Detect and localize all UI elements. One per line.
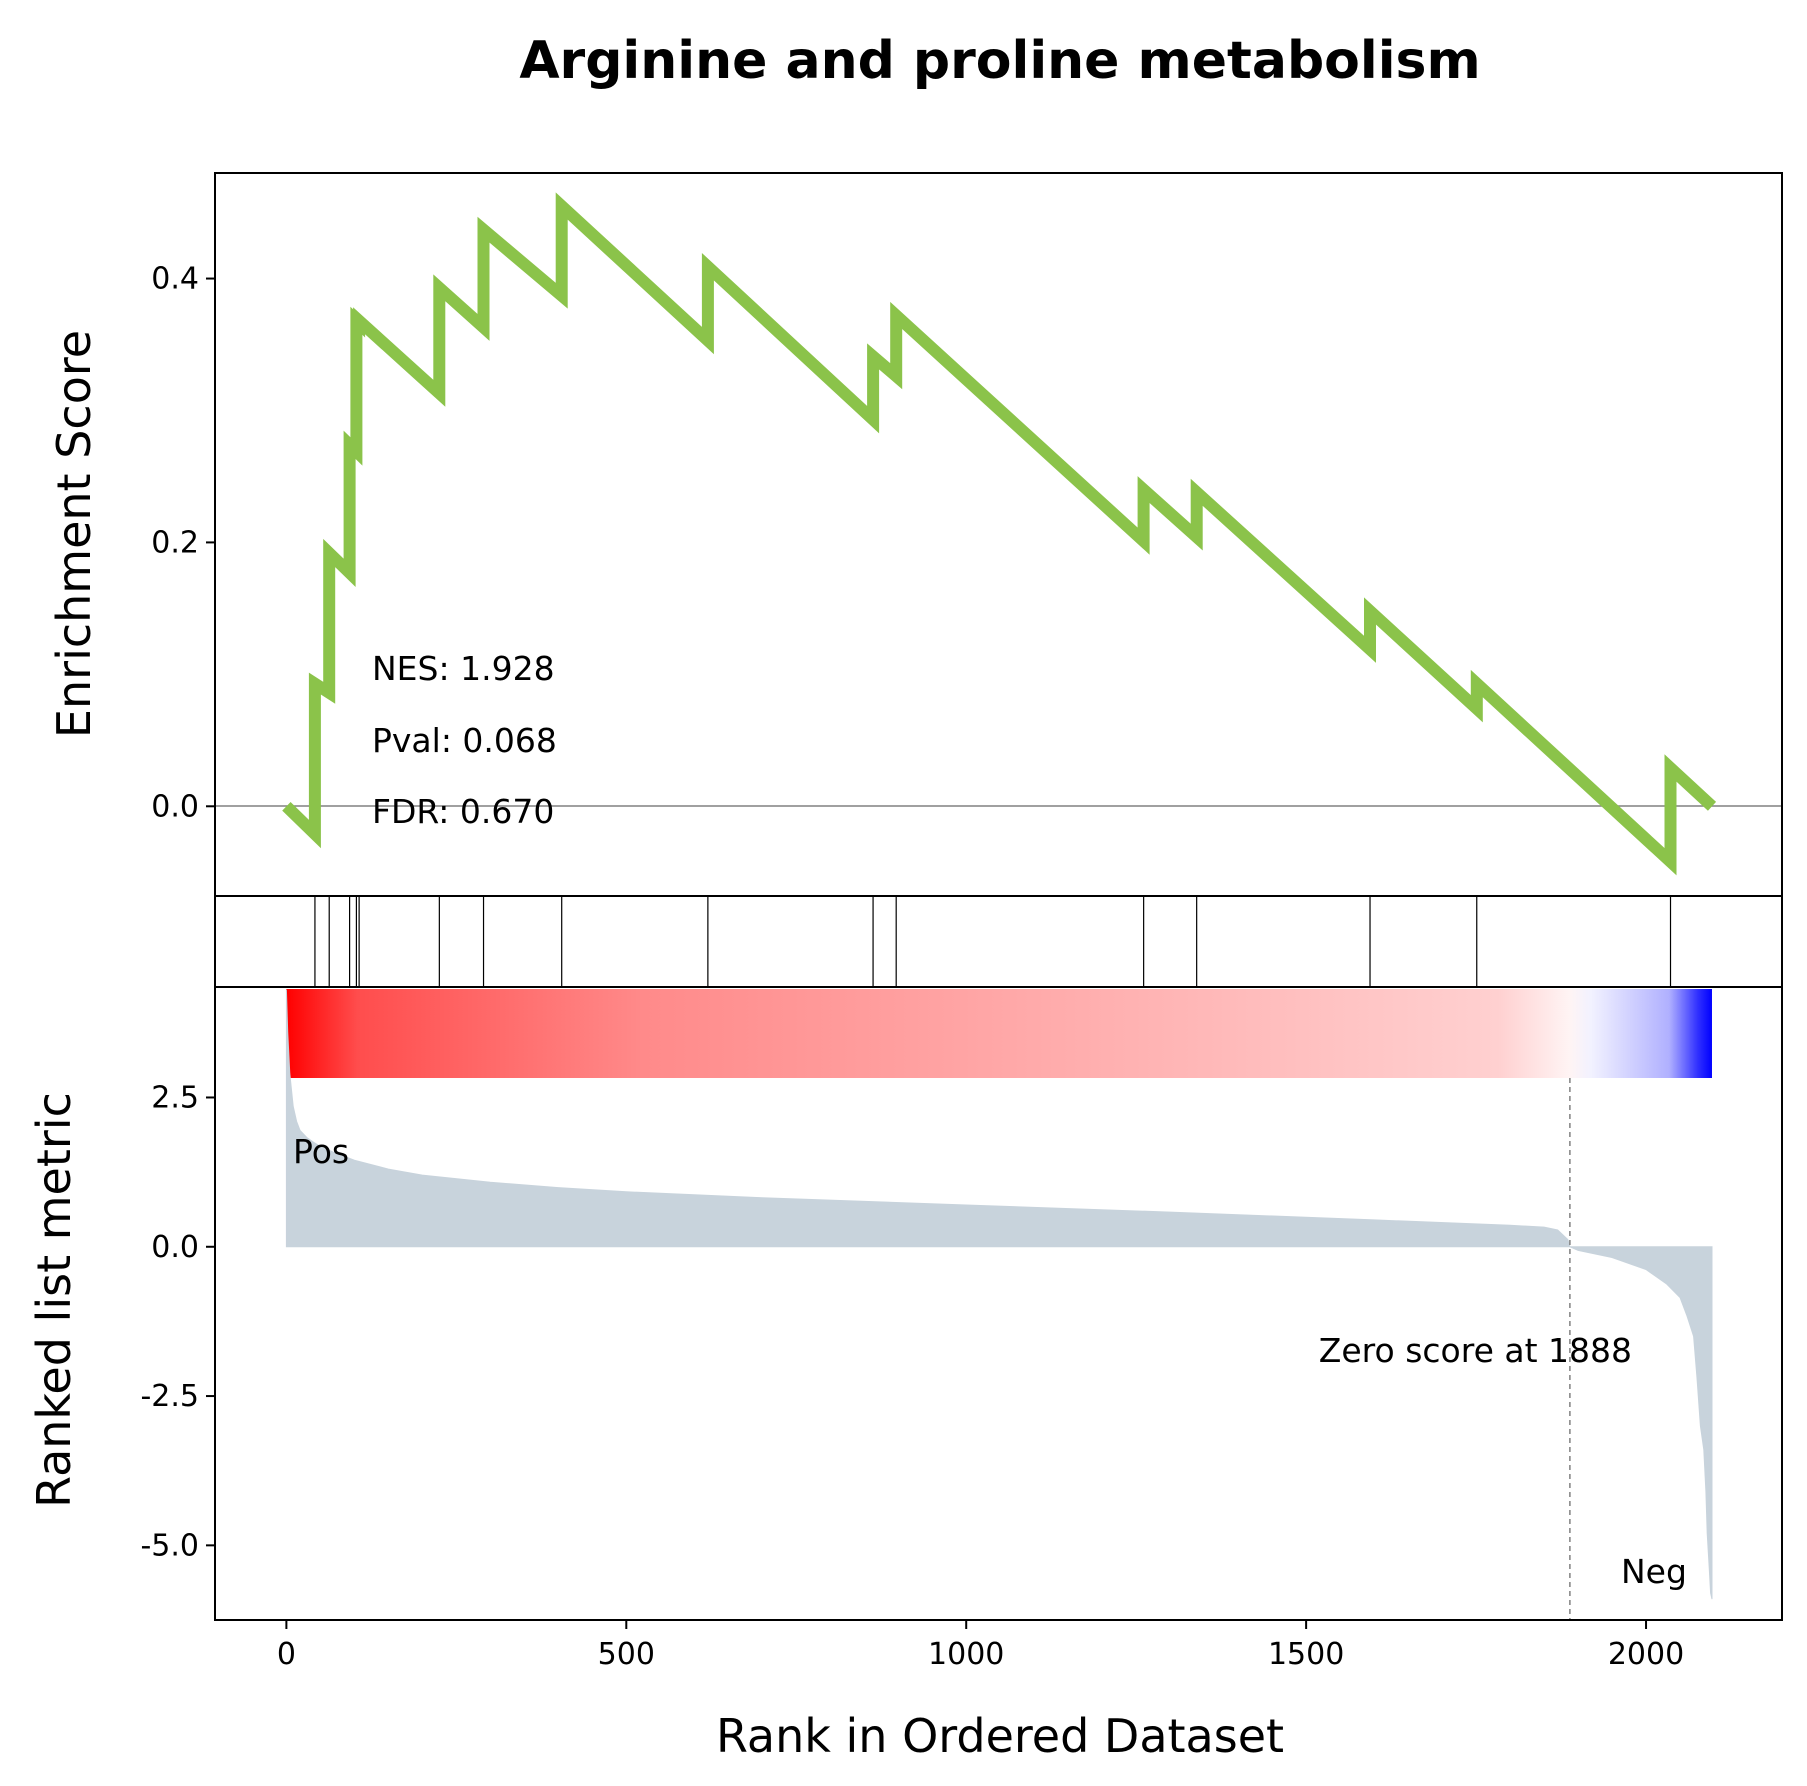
nes-label: NES: 1.928 xyxy=(372,649,555,688)
es-line xyxy=(282,192,1717,876)
x-tick-label: 1000 xyxy=(928,1637,1004,1672)
hits-panel-frame xyxy=(214,895,1783,988)
ranked-y-ticks: 2.5 0.0 -2.5 -5.0 xyxy=(140,1080,215,1563)
es-y-ticks: 0.4 0.2 0.0 xyxy=(151,262,215,824)
ranked-y-tick-label: 2.5 xyxy=(151,1080,199,1115)
x-ticks: 0 500 1000 1500 2000 xyxy=(277,1620,1684,1672)
fdr-label: FDR: 0.670 xyxy=(372,792,554,831)
x-tick-label: 0 xyxy=(277,1637,296,1672)
es-panel-frame xyxy=(214,172,1783,897)
ranked-y-label: Ranked list metric xyxy=(27,1092,81,1508)
ranked-panel: 2.50.0-2.5-5.0 0 500 1000 1500 2000 Pos Neg … xyxy=(27,986,1783,1672)
pval-label: Pval: 0.068 xyxy=(372,721,557,760)
ranked-metric-area xyxy=(285,989,1713,1600)
es-y-label: Enrichment Score xyxy=(47,330,101,738)
hit-lines xyxy=(314,896,1672,987)
es-y-tick-label: 0.0 xyxy=(151,789,199,824)
x-axis-label: Rank in Ordered Dataset xyxy=(716,1709,1284,1763)
ranked-y-tick-label: -2.5 xyxy=(140,1379,199,1414)
x-tick-label: 2000 xyxy=(1608,1637,1684,1672)
chart-title: Arginine and proline metabolism xyxy=(519,31,1480,91)
es-y-tick-label: 0.2 xyxy=(151,525,199,560)
rank-color-bar xyxy=(286,989,1712,1078)
ranked-panel-frame xyxy=(214,986,1783,1621)
x-tick-label: 1500 xyxy=(1268,1637,1344,1672)
hits-panel xyxy=(214,895,1783,988)
neg-label: Neg xyxy=(1621,1552,1687,1591)
es-y-tick-label: 0.4 xyxy=(151,262,199,297)
pos-label: Pos xyxy=(293,1132,349,1171)
x-tick-label: 500 xyxy=(598,1637,655,1672)
es-panel: 0.4 0.2 0.0 NES: 1.928 Pval: 0.068 FDR: 0.… xyxy=(47,172,1783,897)
zero-score-label: Zero score at 1888 xyxy=(1319,1331,1632,1370)
ranked-y-tick-label: -5.0 xyxy=(140,1528,199,1563)
ranked-y-tick-label: 0.0 xyxy=(151,1230,199,1265)
